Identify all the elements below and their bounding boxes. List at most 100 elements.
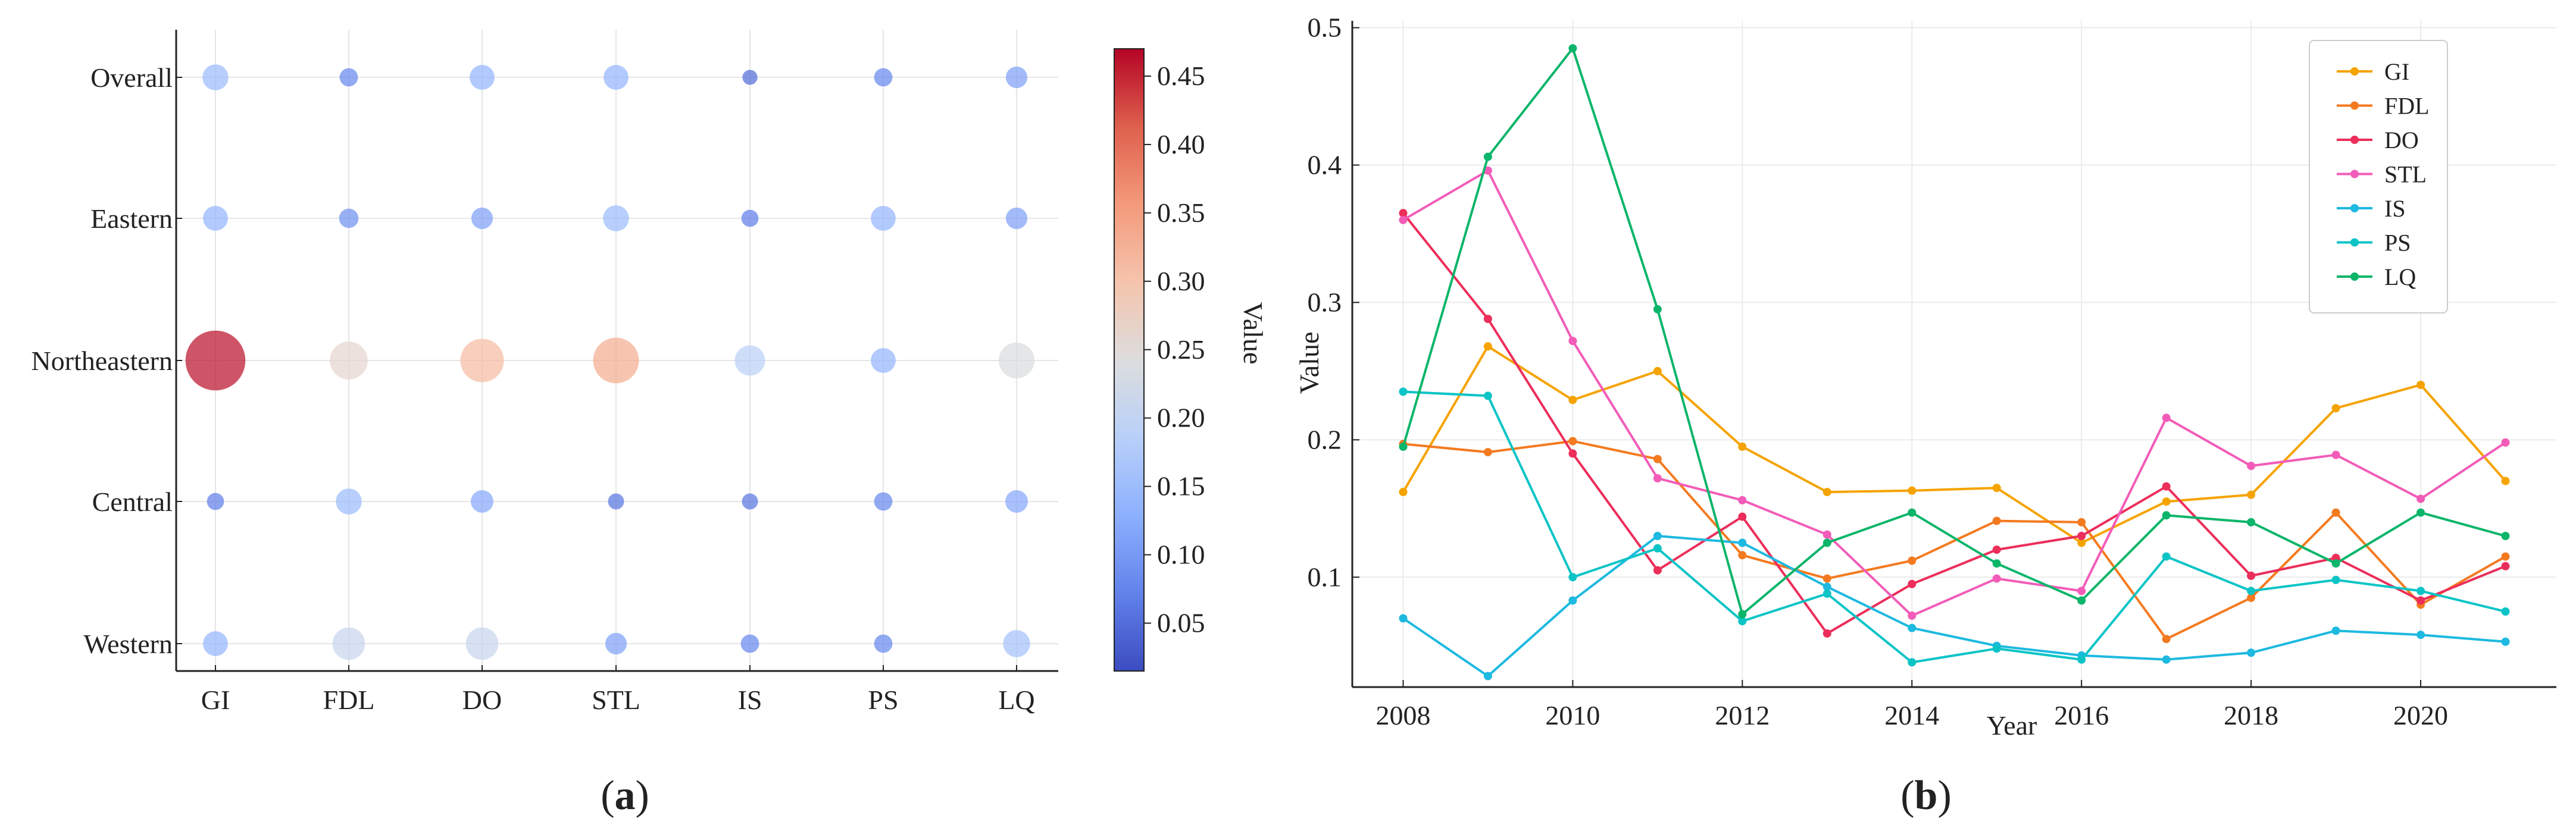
colorbar-tick-label-0.05: 0.05: [1157, 608, 1205, 638]
colorbar-tick-label-0.10: 0.10: [1157, 540, 1205, 570]
point-ps-2011: [1653, 544, 1662, 553]
legend-marker-lq: [2350, 272, 2359, 281]
point-stl-2021: [2501, 438, 2510, 447]
point-lq-2015: [1992, 559, 2001, 568]
point-ps-2014: [1908, 658, 1917, 667]
x-tick-label-lq: LQ: [998, 685, 1034, 715]
series-line-stl: [1402, 169, 2506, 617]
bubble-overall-gi: [202, 64, 229, 90]
series-ps: [1399, 387, 2510, 667]
point-gi-2016: [2077, 538, 2086, 547]
y-tick-label-northeastern: Northeastern: [31, 346, 173, 376]
point-is-2019: [2331, 626, 2340, 635]
point-gi-2017: [2162, 497, 2171, 506]
series-line-ps: [1403, 390, 2506, 664]
point-do-2009: [1483, 315, 1492, 324]
x-tick-label-stl: STL: [592, 685, 640, 715]
point-ps-2015: [1992, 644, 2001, 653]
point-do-2010: [1568, 449, 1577, 458]
series-lq: [1399, 44, 2510, 619]
y-tick-label-0.2: 0.2: [1308, 424, 1342, 454]
point-stl-2014: [1908, 611, 1917, 620]
legend-label-is: IS: [2384, 195, 2406, 222]
point-stl-2015: [1992, 574, 2001, 583]
point-is-2021: [2501, 637, 2510, 646]
bubble-central-ps: [874, 492, 893, 511]
series-line-is: [1402, 535, 2506, 678]
point-do-2017: [2162, 482, 2171, 491]
point-gi-2020: [2416, 381, 2425, 389]
point-fdl-2009: [1483, 448, 1492, 457]
point-fdl-2018: [2247, 593, 2256, 602]
point-ps-2012: [1738, 617, 1747, 626]
point-stl-2019: [2331, 450, 2340, 459]
x-tick-label-ps: PS: [868, 685, 898, 715]
series-line-gi: [1402, 345, 2507, 544]
point-is-2018: [2247, 648, 2256, 657]
line-chart-panel: 2008 2010 2012 2014 2016 2018 2020 0.10.20.30.…: [1294, 12, 2556, 741]
point-gi-2009: [1483, 342, 1492, 351]
point-stl-2016: [2077, 587, 2086, 595]
point-do-2021: [2501, 562, 2510, 570]
point-do-2011: [1653, 566, 1662, 575]
point-gi-2008: [1399, 488, 1408, 497]
point-lq-2014: [1908, 508, 1917, 517]
point-ps-2009: [1483, 391, 1492, 400]
colorbar-tick-label-0.30: 0.30: [1157, 266, 1205, 296]
x-tick-label-2018: 2018: [2224, 700, 2278, 730]
panel-label-a: (a): [601, 773, 649, 819]
point-stl-2018: [2247, 462, 2256, 471]
bubble-overall-lq: [1005, 66, 1028, 89]
bubble-eastern-do: [471, 207, 493, 230]
y-tick-label-western: Western: [83, 629, 173, 659]
point-stl-2020: [2416, 494, 2425, 503]
line-chart-x-axis-title: Year: [1987, 710, 2037, 741]
point-stl-2010: [1568, 337, 1577, 346]
y-tick-label-0.4: 0.4: [1308, 149, 1342, 180]
legend-marker-do: [2350, 136, 2359, 144]
legend-label-fdl: FDL: [2384, 93, 2430, 120]
point-lq-2016: [2077, 596, 2086, 605]
y-tick-label-eastern: Eastern: [90, 203, 173, 234]
point-is-2008: [1399, 614, 1408, 623]
point-ps-2017: [2162, 552, 2171, 561]
bubble-overall-stl: [604, 65, 629, 90]
point-do-2015: [1992, 545, 2001, 554]
x-tick-label-fdl: FDL: [323, 685, 375, 715]
y-tick-label-0.1: 0.1: [1308, 562, 1342, 592]
x-tick-label-2010: 2010: [1545, 700, 1600, 730]
legend-label-lq: LQ: [2384, 264, 2416, 290]
point-ps-2018: [2247, 587, 2256, 595]
point-do-2013: [1822, 629, 1831, 638]
bubble-central-fdl: [336, 488, 362, 515]
bubble-northeastern-gi: [185, 330, 246, 391]
colorbar-tick-label-0.25: 0.25: [1157, 334, 1205, 365]
bubble-eastern-gi: [203, 206, 228, 231]
point-is-2012: [1738, 538, 1747, 547]
legend-label-ps: PS: [2384, 230, 2411, 256]
point-gi-2021: [2501, 476, 2510, 485]
legend-label-do: DO: [2384, 127, 2419, 153]
line-chart-y-tick-labels: 0.1 0.2 0.3 0.4 0.5: [1308, 12, 1342, 592]
point-stl-2009: [1483, 166, 1492, 175]
point-stl-2017: [2162, 413, 2171, 422]
point-lq-2008: [1399, 442, 1408, 451]
bubble-chart-axes: [175, 30, 1058, 672]
legend-marker-fdl: [2350, 101, 2359, 110]
bubble-overall-fdl: [339, 68, 358, 87]
bubble-eastern-fdl: [339, 208, 359, 228]
point-gi-2010: [1568, 396, 1577, 405]
colorbar-tick-label-0.45: 0.45: [1157, 61, 1205, 91]
point-gi-2019: [2331, 404, 2340, 413]
point-lq-2013: [1822, 538, 1831, 547]
bubble-northeastern-is: [734, 345, 765, 376]
bubble-eastern-ps: [871, 206, 896, 231]
point-ps-2013: [1822, 590, 1831, 598]
series-stl: [1399, 166, 2510, 620]
legend-marker-stl: [2350, 170, 2359, 178]
point-gi-2015: [1992, 484, 2001, 493]
colorbar-ticks: 0.05 0.10 0.15 0.20 0.25 0.30 0.35 0.40 0.45: [1144, 61, 1205, 638]
x-tick-label-is: IS: [738, 685, 762, 715]
